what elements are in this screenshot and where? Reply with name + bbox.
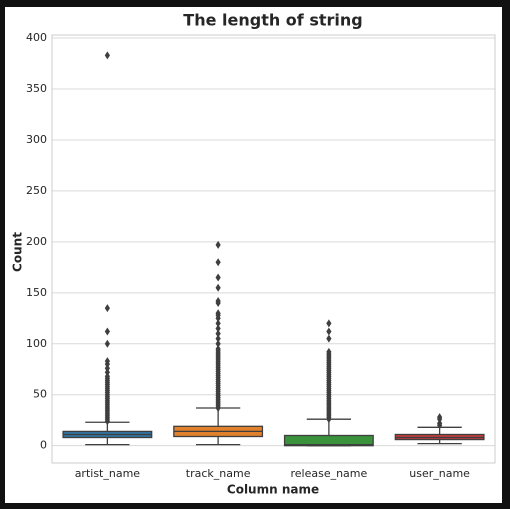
- y-tick-label: 100: [26, 337, 47, 350]
- outlier: [215, 296, 221, 305]
- outlier: [215, 329, 221, 338]
- outlier: [215, 324, 221, 333]
- y-tick-label: 400: [26, 31, 47, 44]
- outlier: [215, 309, 221, 318]
- box: [283, 434, 374, 447]
- y-tick-label: 350: [26, 82, 47, 95]
- outlier: [104, 368, 110, 377]
- outlier: [215, 273, 221, 282]
- outlier: [326, 327, 332, 336]
- outlier: [104, 339, 110, 348]
- y-axis-label: Count: [11, 232, 25, 272]
- figure-background: [5, 7, 502, 503]
- x-tick-label: artist_name: [75, 467, 141, 480]
- outlier: [215, 283, 221, 292]
- outlier: [437, 413, 443, 422]
- outlier: [104, 372, 110, 381]
- x-tick-label: track_name: [186, 467, 251, 480]
- outlier: [104, 364, 110, 373]
- y-tick-label: 300: [26, 133, 47, 146]
- y-tick-label: 150: [26, 286, 47, 299]
- x-tick-label: user_name: [409, 467, 470, 480]
- outlier: [215, 240, 221, 249]
- outlier: [104, 51, 110, 60]
- y-tick-label: 200: [26, 235, 47, 248]
- outlier: [215, 258, 221, 267]
- outlier: [104, 357, 110, 366]
- outlier: [437, 419, 443, 428]
- y-tick-label: 50: [33, 388, 47, 401]
- outlier: [326, 319, 332, 328]
- plot-frame: [51, 34, 496, 464]
- outlier: [326, 334, 332, 343]
- outlier: [215, 344, 221, 353]
- y-tick-label: 0: [40, 439, 47, 452]
- outlier: [326, 347, 332, 356]
- outlier: [215, 319, 221, 328]
- outlier: [215, 334, 221, 343]
- x-axis-label: Column name: [227, 483, 319, 497]
- y-tick-label: 250: [26, 184, 47, 197]
- outlier: [104, 327, 110, 336]
- outlier: [215, 339, 221, 348]
- chart-title: The length of string: [183, 11, 362, 30]
- x-tick-label: release_name: [290, 467, 367, 480]
- outlier: [104, 304, 110, 313]
